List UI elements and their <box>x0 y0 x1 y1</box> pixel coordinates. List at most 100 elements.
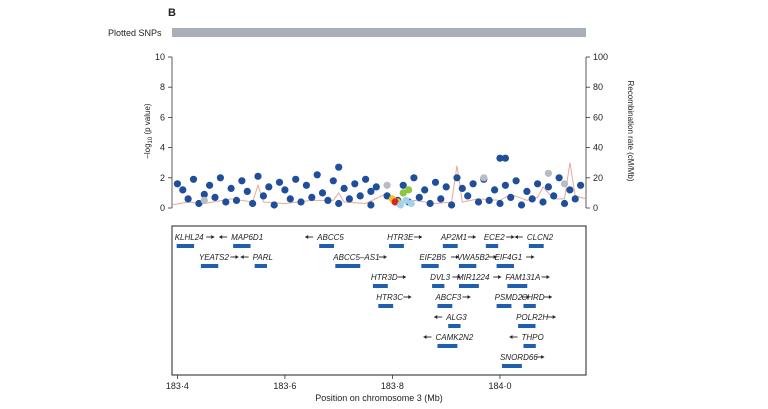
snp-point <box>238 177 246 185</box>
gene-label: PARL <box>253 253 273 262</box>
snp-point <box>216 174 224 182</box>
gene-arrowhead <box>514 235 518 239</box>
gene-arrowhead <box>472 235 476 239</box>
plotted-snps-label: Plotted SNPs <box>108 28 162 38</box>
gene-label: EIF2B5 <box>419 253 446 262</box>
snp-point <box>308 193 316 201</box>
snp-point <box>560 180 569 188</box>
gene-arrowhead <box>511 235 515 239</box>
gene-body <box>448 324 461 328</box>
gene-label: CAMK2N2 <box>435 333 473 342</box>
snp-point <box>453 174 461 182</box>
y-tick-label-right: 100 <box>593 52 608 62</box>
snp-point <box>189 175 198 183</box>
gene-track-box <box>171 225 587 376</box>
gene-label: CHRD <box>521 293 544 302</box>
gene-body <box>421 264 439 268</box>
gene-label: ABCC5 <box>316 233 344 242</box>
gene-arrowhead <box>531 255 535 259</box>
panel-label: B <box>168 7 176 19</box>
gene-label: VWA5B2 <box>457 253 490 262</box>
snp-point <box>448 201 456 209</box>
x-axis-label: Position on chromosome 3 (Mb) <box>315 393 443 403</box>
gene-body <box>378 304 394 308</box>
snp-point <box>391 198 399 206</box>
gene-body <box>458 264 477 268</box>
snp-point <box>474 198 483 206</box>
snp-point <box>442 183 450 191</box>
snp-point <box>480 174 488 182</box>
snp-point <box>249 199 257 208</box>
gene-arrowhead <box>457 275 461 279</box>
gene-label: AP2M1 <box>440 233 467 242</box>
gene-arrowhead <box>211 235 215 239</box>
snp-point <box>222 198 230 206</box>
gene-body <box>458 284 479 288</box>
snp-point <box>259 192 267 200</box>
snp-point <box>523 187 531 195</box>
gene-body <box>442 244 458 248</box>
snp-point <box>179 186 187 194</box>
snp-point <box>496 199 504 208</box>
gene-arrowhead <box>402 275 406 279</box>
snp-point <box>528 195 536 203</box>
y-tick-label-left: 8 <box>160 82 165 92</box>
snp-point <box>410 174 418 182</box>
snp-point <box>281 186 289 194</box>
gene-body <box>233 244 251 248</box>
gene-arrowhead <box>526 295 530 299</box>
snp-point <box>560 199 569 208</box>
gene-track: KLHL24 MAP6D1 ABCC5 HTR3E AP2M1 ECE2 CLCN2 YEAT… <box>175 233 556 368</box>
gene-arrowhead <box>498 275 502 279</box>
y-tick-label-left: 6 <box>160 112 165 122</box>
snp-point <box>372 183 380 191</box>
snp-point <box>399 181 407 189</box>
gene-body <box>254 264 267 268</box>
gene-arrowhead <box>467 295 471 299</box>
snp-point <box>464 192 472 200</box>
y-tick-label-right: 40 <box>593 143 603 153</box>
snp-point <box>512 177 520 185</box>
snp-point <box>501 181 509 189</box>
y-ticks-left: 0 2 4 6 8 10 <box>155 52 172 213</box>
gene-arrowhead <box>552 315 556 319</box>
snp-point <box>407 199 415 208</box>
gene-body <box>176 244 195 248</box>
y-ticks-right: 0 20 40 60 80 100 <box>586 52 608 213</box>
y-tick-label-right: 80 <box>593 82 603 92</box>
gene-arrowhead <box>546 275 550 279</box>
gene-label: DVL3 <box>430 273 451 282</box>
snp-point <box>297 198 305 206</box>
x-tick-label: 183·4 <box>166 381 189 391</box>
x-tick-label: 183·6 <box>273 381 296 391</box>
gene-arrowhead <box>455 255 459 259</box>
gene-body <box>523 344 536 348</box>
snp-point <box>402 196 410 204</box>
gene-arrowhead <box>509 335 513 339</box>
snp-point <box>195 199 203 208</box>
gene-label: POLR2H <box>516 313 548 322</box>
snp-point <box>399 189 407 197</box>
snp-point <box>265 183 273 191</box>
gene-label: ABCF3 <box>434 293 461 302</box>
snp-point <box>571 195 579 203</box>
gene-arrowhead <box>240 255 244 259</box>
gene-arrowhead <box>548 295 552 299</box>
snp-point <box>206 181 214 189</box>
gene-label: CLCN2 <box>527 233 554 242</box>
gene-label: FAM131A <box>505 273 540 282</box>
snp-points-layer <box>173 154 585 209</box>
y-tick-label-left: 2 <box>160 173 165 183</box>
gene-body <box>518 324 536 328</box>
gene-label: YEATS2 <box>199 253 230 262</box>
snp-point <box>292 175 300 183</box>
snp-point <box>200 196 208 204</box>
gene-arrowhead <box>541 355 545 359</box>
gene-body <box>372 284 388 288</box>
y-tick-label-left: 4 <box>160 143 165 153</box>
gene-body <box>523 304 536 308</box>
gene-arrowhead <box>235 255 239 259</box>
snp-point <box>173 180 181 188</box>
gene-label: THPO <box>521 333 543 342</box>
snp-point <box>200 190 208 198</box>
